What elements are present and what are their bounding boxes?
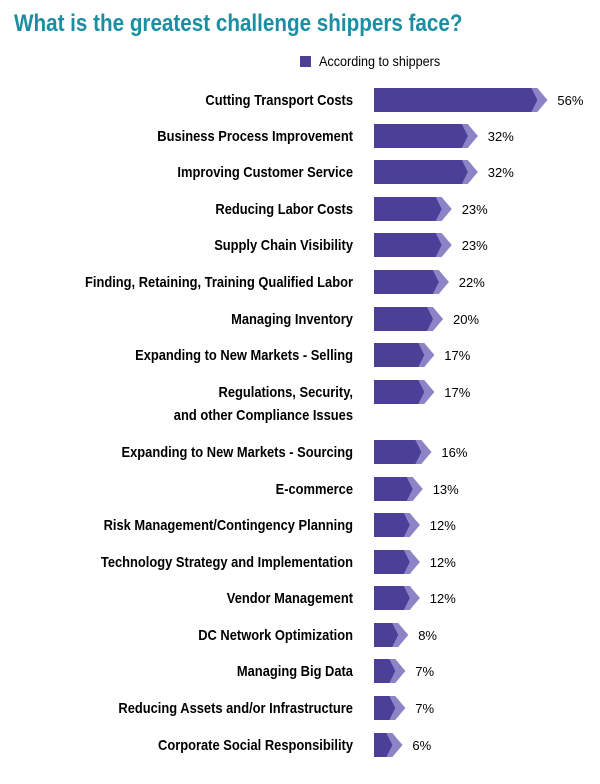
bar-tip xyxy=(418,380,435,404)
legend-label: According to shippers xyxy=(319,53,441,69)
bar-tip xyxy=(432,270,449,294)
bar xyxy=(374,233,452,257)
value-label: 12% xyxy=(430,518,456,533)
bar xyxy=(374,270,449,294)
category-label: Reducing Assets and/or Infrastructure xyxy=(118,700,353,717)
bar-tip xyxy=(461,160,478,184)
bar-group: E-commerce 13% xyxy=(276,477,459,501)
value-label: 20% xyxy=(453,312,479,327)
value-label: 8% xyxy=(418,628,437,643)
bar-tip xyxy=(435,197,452,221)
category-label: Improving Customer Service xyxy=(177,164,353,181)
bar-group: Expanding to New Markets - Selling 17% xyxy=(135,343,471,367)
bar-group: Managing Big Data 7% xyxy=(237,659,435,683)
bar-group: DC Network Optimization 8% xyxy=(198,623,437,647)
bar xyxy=(374,380,435,404)
bar-group: Finding, Retaining, Training Qualified L… xyxy=(85,270,485,294)
bar xyxy=(374,124,478,148)
bar xyxy=(374,197,452,221)
bar xyxy=(374,307,443,331)
bar-group: Risk Management/Contingency Planning 12% xyxy=(104,513,456,537)
category-label: Technology Strategy and Implementation xyxy=(101,554,353,571)
value-label: 32% xyxy=(488,165,514,180)
category-label: DC Network Optimization xyxy=(198,627,353,644)
category-label: Vendor Management xyxy=(227,590,353,607)
bar-group: Reducing Labor Costs 23% xyxy=(215,197,488,221)
bar-group: Vendor Management 12% xyxy=(227,586,456,610)
bar-tip xyxy=(386,733,403,757)
value-label: 12% xyxy=(430,591,456,606)
bar-tip xyxy=(389,696,406,720)
bar-group: Cutting Transport Costs 56% xyxy=(205,88,584,112)
bar-tip xyxy=(461,124,478,148)
category-label: Corporate Social Responsibility xyxy=(158,737,354,754)
category-label: Expanding to New Markets - Selling xyxy=(135,347,353,364)
bar-tip xyxy=(531,88,548,112)
chart-title: What is the greatest challenge shippers … xyxy=(14,10,463,37)
value-label: 23% xyxy=(462,202,488,217)
bar-tip xyxy=(392,623,409,647)
category-label: Regulations, Security, xyxy=(219,384,354,401)
category-label: E-commerce xyxy=(276,481,353,498)
value-label: 7% xyxy=(415,664,434,679)
category-label: Managing Big Data xyxy=(237,663,354,680)
bar-group: Technology Strategy and Implementation 12… xyxy=(101,550,456,574)
bar-group: Expanding to New Markets - Sourcing 16% xyxy=(122,440,468,464)
bar xyxy=(374,440,432,464)
bar-group: Supply Chain Visibility 23% xyxy=(214,233,488,257)
bar-tip xyxy=(415,440,432,464)
bar-tip xyxy=(389,659,406,683)
legend-swatch xyxy=(300,55,311,67)
bar xyxy=(374,343,435,367)
bar xyxy=(374,160,478,184)
category-label: and other Compliance Issues xyxy=(174,407,353,424)
bar-tip xyxy=(406,477,423,501)
value-label: 7% xyxy=(415,701,434,716)
bar-group: Corporate Social Responsibility 6% xyxy=(158,733,432,757)
category-label: Expanding to New Markets - Sourcing xyxy=(122,444,354,461)
value-label: 12% xyxy=(430,555,456,570)
bar-tip xyxy=(418,343,435,367)
bar-tip xyxy=(427,307,443,331)
bar xyxy=(374,88,548,112)
value-label: 32% xyxy=(488,129,514,144)
value-label: 56% xyxy=(557,93,583,108)
value-label: 6% xyxy=(412,738,431,753)
value-label: 16% xyxy=(441,445,467,460)
bar-tip xyxy=(403,513,420,537)
category-label: Finding, Retaining, Training Qualified L… xyxy=(85,274,353,291)
category-label: Risk Management/Contingency Planning xyxy=(104,517,353,534)
category-label: Supply Chain Visibility xyxy=(214,237,353,254)
value-label: 23% xyxy=(462,238,488,253)
bar-group: Reducing Assets and/or Infrastructure 7% xyxy=(118,696,435,720)
category-label: Reducing Labor Costs xyxy=(215,201,353,218)
bar-tip xyxy=(435,233,452,257)
value-label: 17% xyxy=(444,348,470,363)
category-label: Cutting Transport Costs xyxy=(205,92,353,109)
bar-group: Improving Customer Service 32% xyxy=(177,160,514,184)
bar-tip xyxy=(403,550,420,574)
bar-group: Regulations, Security, and other Complian… xyxy=(174,380,471,424)
value-label: 22% xyxy=(459,275,485,290)
value-label: 17% xyxy=(444,385,470,400)
value-label: 13% xyxy=(433,482,459,497)
category-label: Managing Inventory xyxy=(231,311,353,328)
legend: According to shippers xyxy=(300,53,454,69)
bar-group: Business Process Improvement 32% xyxy=(157,124,514,148)
category-label: Business Process Improvement xyxy=(157,128,353,145)
bar-tip xyxy=(403,586,420,610)
bar-group: Managing Inventory 20% xyxy=(231,307,479,331)
